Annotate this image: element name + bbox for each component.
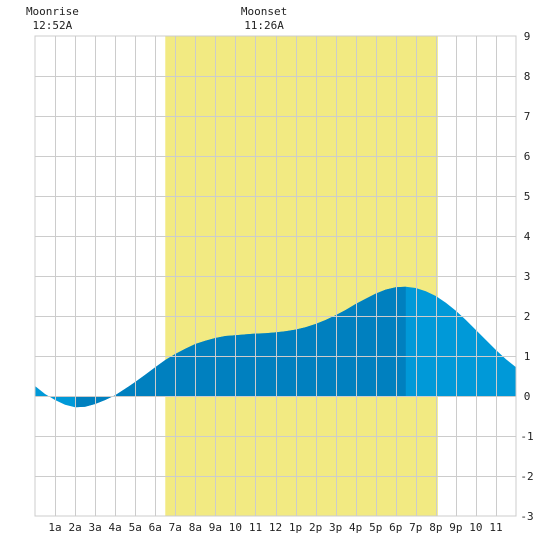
x-tick-label: 9p	[449, 521, 462, 534]
x-tick-label: 10	[229, 521, 242, 534]
x-tick-label: 8p	[429, 521, 442, 534]
x-tick-label: 3p	[329, 521, 342, 534]
x-tick-label: 3a	[89, 521, 102, 534]
moon-event-time: 12:52A	[33, 19, 73, 32]
moon-event-time: 11:26A	[244, 19, 284, 32]
x-tick-label: 5a	[129, 521, 142, 534]
y-tick-label: 5	[524, 190, 531, 203]
tide-area-dark	[75, 286, 406, 408]
x-tick-label: 1a	[48, 521, 61, 534]
y-tick-label: 2	[524, 310, 531, 323]
x-tick-label: 6a	[149, 521, 162, 534]
x-tick-label: 2p	[309, 521, 322, 534]
x-tick-label: 9a	[209, 521, 222, 534]
moon-event-label: Moonset	[241, 5, 287, 18]
y-tick-label: 4	[524, 230, 531, 243]
x-tick-label: 7p	[409, 521, 422, 534]
x-axis-ticks: 1a 2a 3a 4a 5a 6a 7a 8a 9a 10 11 12 1p 2p 3p 4p 5p 6p 7p 8p…	[48, 521, 502, 534]
y-tick-label: 8	[524, 70, 531, 83]
x-tick-label: 7a	[169, 521, 182, 534]
moon-event-label: Moonrise	[26, 5, 79, 18]
y-tick-label: 7	[524, 110, 531, 123]
x-tick-label: 12	[269, 521, 282, 534]
chart-grid	[34, 35, 517, 517]
x-tick-label: 11	[249, 521, 262, 534]
y-tick-label: 3	[524, 270, 531, 283]
x-tick-label: 4a	[109, 521, 122, 534]
x-tick-label: 2a	[68, 521, 81, 534]
y-tick-label: -2	[520, 470, 533, 483]
y-tick-label: 1	[524, 350, 531, 363]
y-tick-label: -3	[520, 510, 533, 523]
y-axis-ticks: -3 -2 -1 0 1 2 3 4 5 6 7 8 9	[520, 30, 533, 523]
y-tick-label: 0	[524, 390, 531, 403]
y-tick-label: -1	[520, 430, 533, 443]
y-tick-label: 9	[524, 30, 531, 43]
y-tick-label: 6	[524, 150, 531, 163]
x-tick-label: 6p	[389, 521, 402, 534]
x-tick-label: 1p	[289, 521, 302, 534]
x-tick-label: 10	[469, 521, 482, 534]
x-tick-label: 11	[489, 521, 502, 534]
x-tick-label: 8a	[189, 521, 202, 534]
x-tick-label: 4p	[349, 521, 362, 534]
x-tick-label: 5p	[369, 521, 382, 534]
